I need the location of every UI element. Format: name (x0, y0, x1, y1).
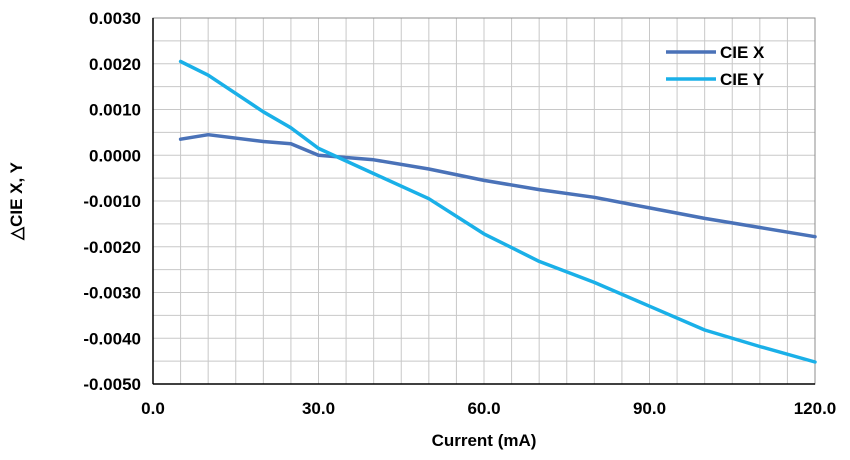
x-axis-tick-labels: 0.0 30.0 60.0 90.0 120.0 (141, 399, 836, 418)
x-tick-label: 60.0 (467, 399, 500, 418)
x-tick-label: 0.0 (141, 399, 165, 418)
series-line-cie-x (178, 132, 817, 239)
y-tick-label: 0.0030 (89, 9, 141, 28)
y-axis-title: △CIE X, Y (7, 161, 26, 241)
legend-label-cie-x: CIE X (720, 43, 765, 62)
y-tick-label: -0.0010 (83, 192, 141, 211)
legend: CIE X CIE Y (666, 43, 765, 89)
y-tick-label: 0.0010 (89, 101, 141, 120)
x-tick-label: 30.0 (302, 399, 335, 418)
x-axis-title: Current (mA) (432, 431, 537, 450)
x-tick-label: 120.0 (794, 399, 837, 418)
y-tick-label: -0.0050 (83, 375, 141, 394)
y-tick-label: 0.0020 (89, 55, 141, 74)
x-tick-label: 90.0 (633, 399, 666, 418)
y-axis-tick-labels: 0.0030 0.0020 0.0010 0.0000 -0.0010 -0.0020 -0… (83, 9, 141, 394)
series-line-cie-y (178, 59, 817, 364)
legend-label-cie-y: CIE Y (720, 70, 765, 89)
y-tick-label: -0.0020 (83, 238, 141, 257)
y-tick-label: -0.0040 (83, 329, 141, 348)
grid (153, 18, 815, 384)
series-lines (178, 59, 817, 364)
y-tick-label: -0.0030 (83, 284, 141, 303)
y-tick-label: 0.0000 (89, 146, 141, 165)
